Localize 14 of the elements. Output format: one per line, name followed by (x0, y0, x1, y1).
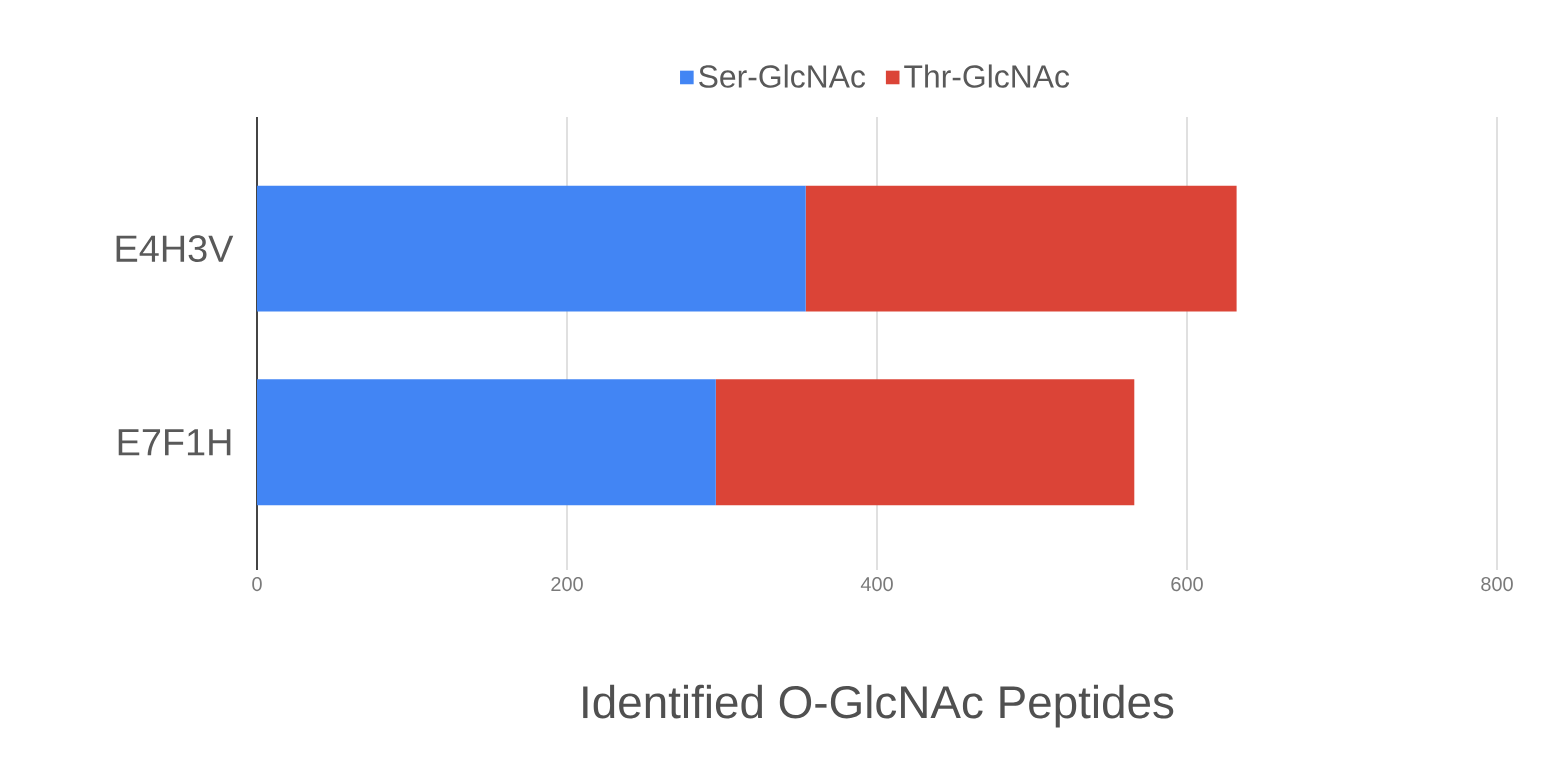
x-tick-label: 600 (1171, 577, 1203, 592)
bar (715, 379, 1135, 506)
x-tick-label: 800 (1481, 577, 1513, 592)
bar (257, 379, 716, 506)
legend-label: Ser-GlcNAc (699, 64, 866, 88)
x-tick-label: 400 (860, 577, 893, 592)
x-tick-label: 0 (252, 577, 262, 592)
x-axis-title: Identified O-GlcNAc Peptides (583, 684, 1174, 728)
bar (805, 185, 1237, 312)
y-tick-label: E4H3V (116, 235, 234, 263)
bar (257, 185, 806, 312)
legend-label: Thr-GlcNAc (904, 64, 1070, 88)
x-tick-label: 200 (551, 577, 583, 592)
y-tick-label: E7F1H (118, 429, 231, 456)
